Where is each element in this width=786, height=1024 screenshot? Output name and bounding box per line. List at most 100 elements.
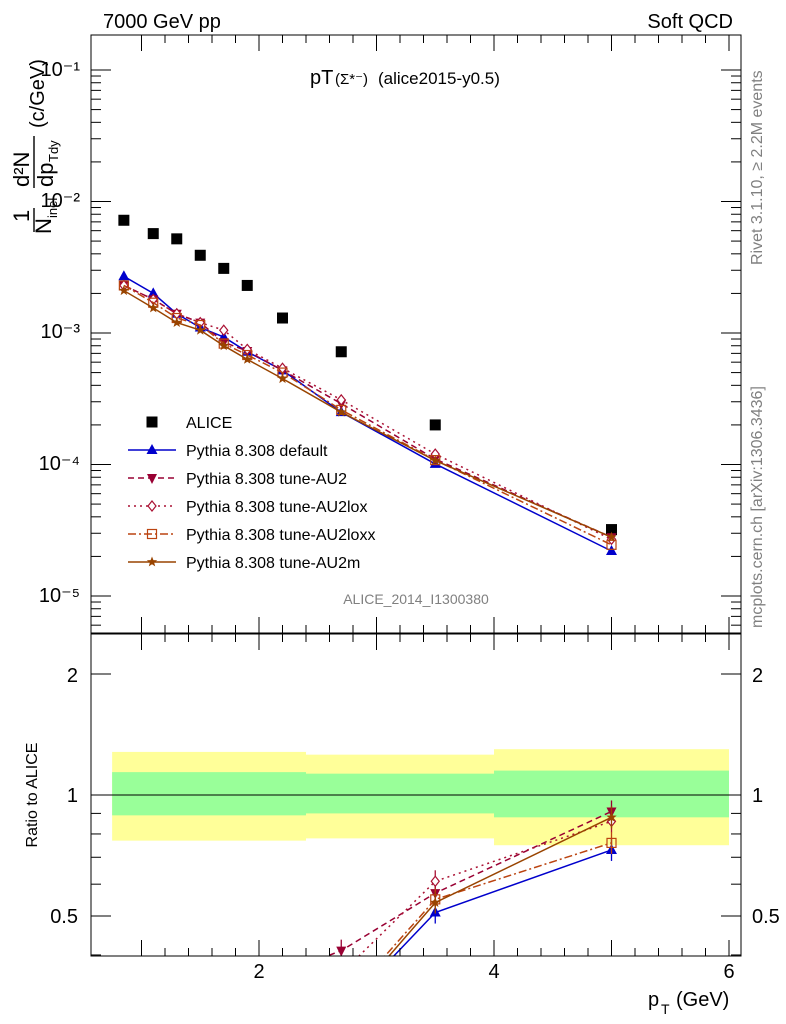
legend-symbol xyxy=(146,556,158,567)
data-point xyxy=(242,353,253,364)
data-point xyxy=(147,287,159,298)
x-axis-label-sub: T xyxy=(661,1001,670,1017)
ratio-point xyxy=(336,1005,347,1015)
ratio-point xyxy=(336,946,347,956)
ratio-point xyxy=(336,1006,347,1016)
ratio-point xyxy=(278,969,288,979)
legend: ALICE Pythia 8.308 default Pythia 8.308 … xyxy=(128,415,375,572)
plot-title-sup: (Σ*⁻) xyxy=(335,71,368,88)
data-point xyxy=(218,340,229,351)
side-text-mcplots: mcplots.cern.ch [arXiv:1306.3436] xyxy=(749,386,766,628)
ratio-point xyxy=(278,1001,287,1010)
header-right: Soft QCD xyxy=(647,11,733,33)
x-axis-label-main: p xyxy=(648,989,659,1011)
legend-entry: Pythia 8.308 tune-AU2loxx xyxy=(128,527,375,544)
legend-entry: ALICE xyxy=(146,415,232,432)
data-point xyxy=(430,455,441,466)
ratio-point xyxy=(430,897,441,907)
ratio-plot-series xyxy=(277,800,617,1022)
data-point xyxy=(171,317,182,327)
analysis-id: ALICE_2014_I1300380 xyxy=(343,591,489,607)
data-point xyxy=(335,346,347,358)
legend-symbol xyxy=(146,444,158,454)
legend-label: Pythia 8.308 default xyxy=(186,443,328,460)
x-tick-label: 6 xyxy=(723,961,734,983)
data-point xyxy=(606,544,617,555)
ratio-y-tick-label: 0.5 xyxy=(50,906,78,928)
legend-marker-alice xyxy=(146,416,158,428)
side-text-rivet: Rivet 3.1.10, ≥ 2.2M events xyxy=(749,70,766,265)
data-point xyxy=(147,228,159,240)
legend-symbol xyxy=(147,474,157,484)
y-label-d2N: d²N xyxy=(9,152,34,187)
data-point xyxy=(118,270,130,281)
band-green xyxy=(112,772,306,816)
ratio-point xyxy=(279,978,287,988)
ratio-y-tick-label-right: 1 xyxy=(752,785,763,807)
legend-entry: Pythia 8.308 tune-AU2m xyxy=(128,555,360,572)
series-line xyxy=(123,284,612,540)
legend-entry: Pythia 8.308 tune-AU2 xyxy=(128,471,347,488)
legend-marker-default xyxy=(128,444,176,454)
y-label-Tdy: Tdy xyxy=(46,140,61,162)
ratio-series-line xyxy=(384,842,612,956)
y-tick-label: 10⁻² xyxy=(41,190,81,212)
data-point xyxy=(429,419,441,431)
data-point xyxy=(241,279,253,291)
header-left: 7000 GeV pp xyxy=(103,11,221,33)
ratio-point xyxy=(606,837,617,849)
data-point xyxy=(218,324,229,337)
y-tick-label: 10⁻⁵ xyxy=(39,585,80,607)
axis-ticks xyxy=(91,35,741,956)
plot-title-main: pT xyxy=(310,67,333,89)
legend-symbol xyxy=(147,500,157,512)
y-tick-label: 10⁻³ xyxy=(41,321,81,343)
y-label-one: 1 xyxy=(9,210,34,222)
legend-marker-au2loxx xyxy=(128,528,176,540)
y-label-unit: (c/GeV) xyxy=(27,59,49,128)
data-point xyxy=(606,524,617,536)
ratio-y-axis-label: Ratio to ALICE xyxy=(24,743,41,848)
data-point xyxy=(195,324,206,335)
legend-entry: Pythia 8.308 default xyxy=(128,443,328,460)
ratio-point xyxy=(277,999,288,1009)
data-point xyxy=(218,262,230,274)
legend-marker-au2 xyxy=(128,474,176,484)
data-point xyxy=(148,302,159,313)
ratio-point xyxy=(337,968,345,978)
y-label-inel: inel xyxy=(45,198,60,218)
plot-title: pT (Σ*⁻) (alice2015-y0.5) xyxy=(310,67,500,89)
ratio-y-tick-label: 1 xyxy=(67,785,78,807)
ratio-series-line xyxy=(388,816,612,956)
legend-symbol xyxy=(146,416,158,428)
series-line xyxy=(123,284,612,546)
data-point xyxy=(277,373,288,384)
ratio-series-line xyxy=(357,820,612,956)
y-tick-label: 10⁻⁴ xyxy=(39,453,80,475)
ratio-point xyxy=(606,811,617,822)
data-point xyxy=(171,233,183,245)
ratio-point xyxy=(277,1012,287,1022)
ratio-y-tick-label-right: 2 xyxy=(752,665,763,687)
band-green xyxy=(306,773,494,814)
main-plot-frame xyxy=(90,34,742,634)
data-point xyxy=(194,249,206,261)
y-label-dp: dp xyxy=(33,163,58,187)
series-line xyxy=(123,284,612,538)
series-line xyxy=(123,289,612,538)
legend-label: Pythia 8.308 tune-AU2loxx xyxy=(186,527,375,544)
legend-symbol xyxy=(146,528,158,540)
ratio-series-line xyxy=(325,810,612,956)
x-tick-label: 4 xyxy=(488,961,499,983)
main-y-tick-labels: 10⁻⁵ 10⁻⁴ 10⁻³ 10⁻² 10⁻¹ xyxy=(39,59,81,607)
x-axis-label: p T (GeV) xyxy=(648,989,729,1017)
ratio-series-line xyxy=(392,849,612,956)
x-tick-label: 2 xyxy=(253,961,264,983)
data-point xyxy=(218,338,229,349)
main-plot-series xyxy=(118,214,617,555)
x-axis-label-unit: (GeV) xyxy=(676,989,729,1011)
ratio-uncertainty-bands xyxy=(112,749,729,846)
data-point xyxy=(118,214,130,226)
legend-marker-au2m xyxy=(128,556,176,567)
